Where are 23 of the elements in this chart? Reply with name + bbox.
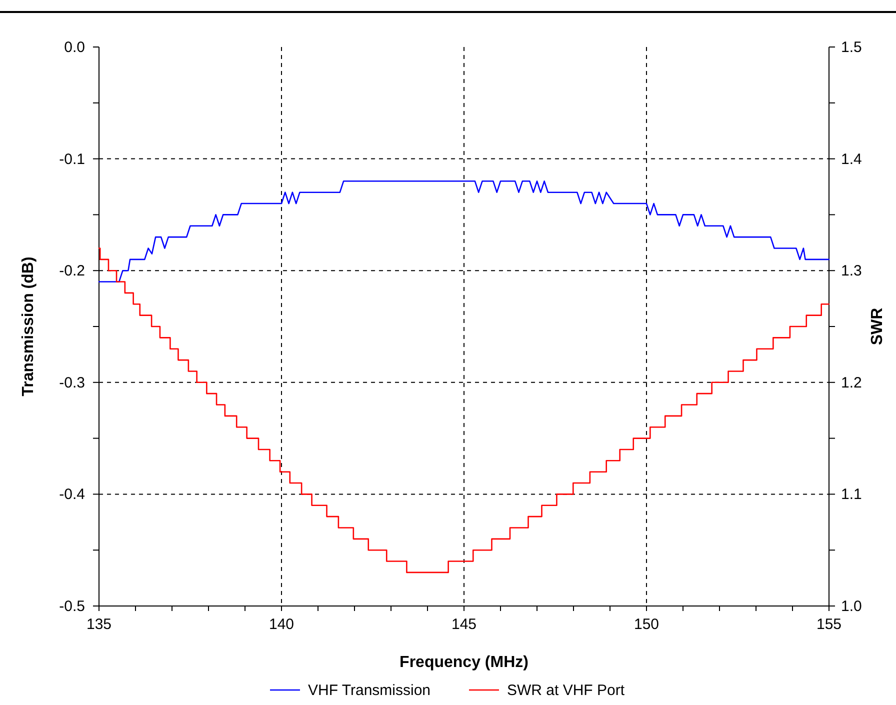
y2-tick-label: 1.2 (841, 374, 862, 392)
y2-tick-label: 1.4 (841, 150, 862, 168)
y-tick-label: -0.4 (59, 486, 85, 504)
y-tick-label: -0.1 (59, 150, 85, 168)
y-tick-label: -0.5 (59, 598, 85, 615)
line-series (98, 180, 830, 282)
y-axis-title: Transmission (dB) (20, 256, 37, 396)
x-tick-label: 145 (451, 616, 477, 633)
x-tick-label: 155 (816, 616, 842, 633)
y2-tick-label: 1.0 (841, 598, 862, 615)
y2-tick-label: 1.5 (841, 39, 862, 56)
y2-axis-title: SWR (869, 307, 886, 346)
x-tick-label: 135 (86, 616, 112, 633)
x-tick-label: 150 (634, 616, 660, 633)
y2-tick-label: 1.1 (841, 486, 862, 504)
y-tick-label: 0.0 (64, 39, 85, 56)
y-tick-label: -0.2 (59, 262, 85, 280)
x-tick-label: 140 (268, 616, 294, 633)
y-tick-label: -0.3 (59, 374, 85, 392)
x-axis-title: Frequency (MHz) (400, 654, 528, 671)
legend-label: VHF Transmission (308, 682, 431, 699)
y2-tick-label: 1.3 (841, 262, 862, 280)
legend-label: SWR at VHF Port (507, 682, 626, 699)
